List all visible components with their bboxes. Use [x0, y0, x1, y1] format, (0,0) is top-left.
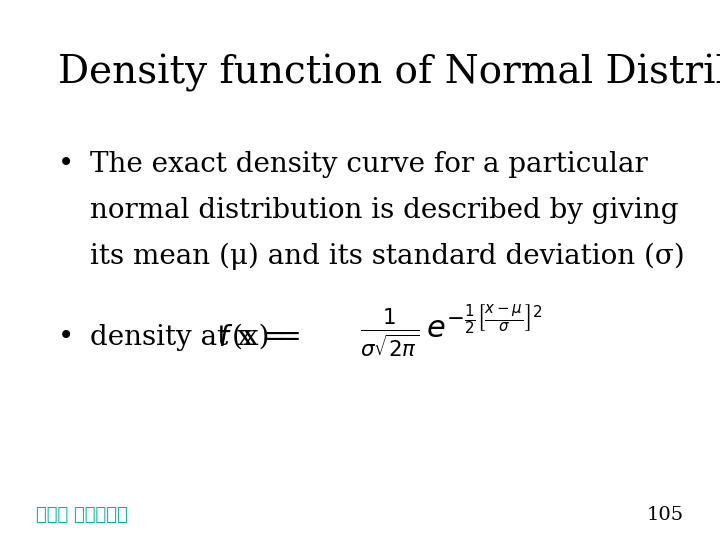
Text: its mean (μ) and its standard deviation (σ): its mean (μ) and its standard deviation …: [90, 243, 685, 271]
Text: 蔡文能 計算機概論: 蔡文能 計算機概論: [36, 506, 127, 524]
Text: normal distribution is described by giving: normal distribution is described by givi…: [90, 197, 678, 224]
Text: 105: 105: [647, 506, 684, 524]
Text: The exact density curve for a particular: The exact density curve for a particular: [90, 151, 648, 178]
Text: density at x =: density at x =: [90, 324, 294, 351]
Text: $f$: $f$: [218, 324, 233, 352]
Text: $\frac{1}{\sigma\sqrt{2\pi}}\,e^{-\frac{1}{2}\left[\frac{x-\mu}{\sigma}\right]^{: $\frac{1}{\sigma\sqrt{2\pi}}\,e^{-\frac{…: [360, 302, 543, 360]
Text: •: •: [58, 324, 74, 351]
Text: Density function of Normal Distribution: Density function of Normal Distribution: [58, 54, 720, 92]
Text: •: •: [58, 151, 74, 178]
Text: (x) =: (x) =: [232, 324, 302, 351]
